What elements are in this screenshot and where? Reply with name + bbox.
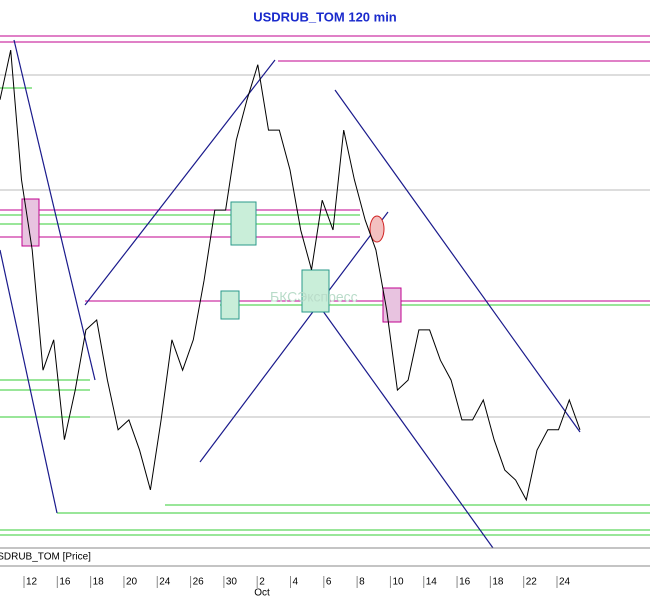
x-tick-label: 8: [359, 577, 365, 588]
x-tick-label: 26: [193, 577, 205, 588]
x-tick-label: 30: [226, 577, 238, 588]
x-tick-label: 6: [326, 577, 332, 588]
x-tick-label: 4: [293, 577, 299, 588]
x-tick-label: 18: [93, 577, 105, 588]
watermark: БКСЭкспресс: [270, 289, 358, 305]
x-tick-label: 18: [492, 577, 504, 588]
month-label: Oct: [254, 588, 270, 599]
levels: [0, 35, 650, 536]
x-tick-label: 10: [392, 577, 404, 588]
series-label: USDRUB_TOM [Price]: [0, 552, 91, 563]
price-line: [0, 49, 581, 502]
x-tick-label: 22: [526, 577, 538, 588]
x-tick-label: 14: [426, 577, 438, 588]
x-tick-label: 16: [459, 577, 471, 588]
chart-title: USDRUB_TOM 120 min: [253, 9, 397, 24]
x-tick-label: 24: [559, 577, 571, 588]
x-tick-label: 12: [26, 577, 38, 588]
x-tick-label: 2: [259, 577, 265, 588]
trend-lines: [0, 39, 581, 549]
plot: [0, 49, 581, 502]
x-tick-label: 16: [59, 577, 71, 588]
x-tick-label: 24: [159, 577, 171, 588]
x-tick-label: 20: [126, 577, 138, 588]
